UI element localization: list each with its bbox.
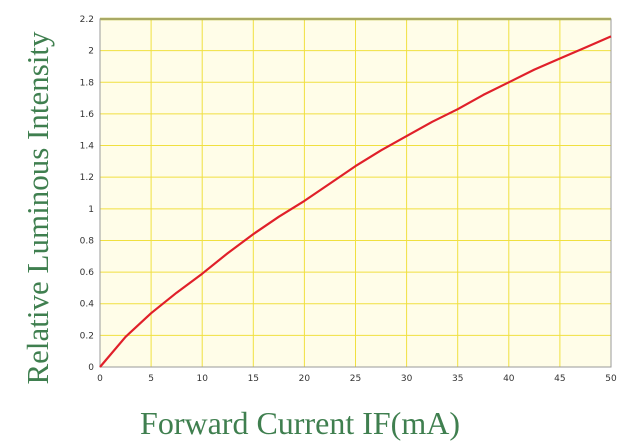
- x-axis-title: Forward Current IF(mA): [140, 405, 460, 441]
- y-tick-label: 0.6: [80, 268, 95, 278]
- y-tick-label: 1.2: [80, 173, 94, 183]
- horizontal-gridlines: [100, 50, 611, 336]
- vertical-gridlines: [150, 19, 561, 367]
- x-tick-label: 45: [554, 374, 565, 384]
- x-tick-label: 25: [350, 374, 361, 384]
- y-tick-label: 0.8: [80, 236, 95, 246]
- x-tick-label: 10: [196, 374, 208, 384]
- y-tick-label: 1.4: [80, 142, 95, 152]
- x-tick-label: 50: [605, 374, 617, 384]
- y-tick-labels: 0 0.2 0.4 0.6 0.8 1 1.2 1.4 1.6 1.8 2 2.2: [80, 15, 95, 373]
- x-tick-label: 5: [148, 374, 154, 384]
- y-tick-label: 1.6: [80, 110, 95, 120]
- y-tick-label: 1: [88, 205, 94, 215]
- x-tick-labels: 0 5 10 15 20 25 30 35 40 45 50: [97, 374, 617, 384]
- x-tick-label: 40: [503, 374, 515, 384]
- y-tick-label: 2: [88, 47, 94, 57]
- y-tick-label: 0: [88, 363, 94, 373]
- y-tick-label: 0.4: [80, 300, 95, 310]
- x-tick-label: 0: [97, 374, 103, 384]
- y-tick-label: 1.8: [80, 78, 95, 88]
- x-tick-label: 15: [248, 374, 259, 384]
- y-tick-label: 0.2: [80, 331, 94, 341]
- x-tick-label: 35: [452, 374, 463, 384]
- y-tick-label: 2.2: [80, 15, 94, 25]
- y-axis-title: Relative Luminous Intensity: [20, 31, 55, 385]
- plot-frame: [99, 18, 612, 368]
- x-tick-label: 20: [299, 374, 311, 384]
- luminous-intensity-line: [99, 35, 612, 368]
- x-tick-label: 30: [401, 374, 413, 384]
